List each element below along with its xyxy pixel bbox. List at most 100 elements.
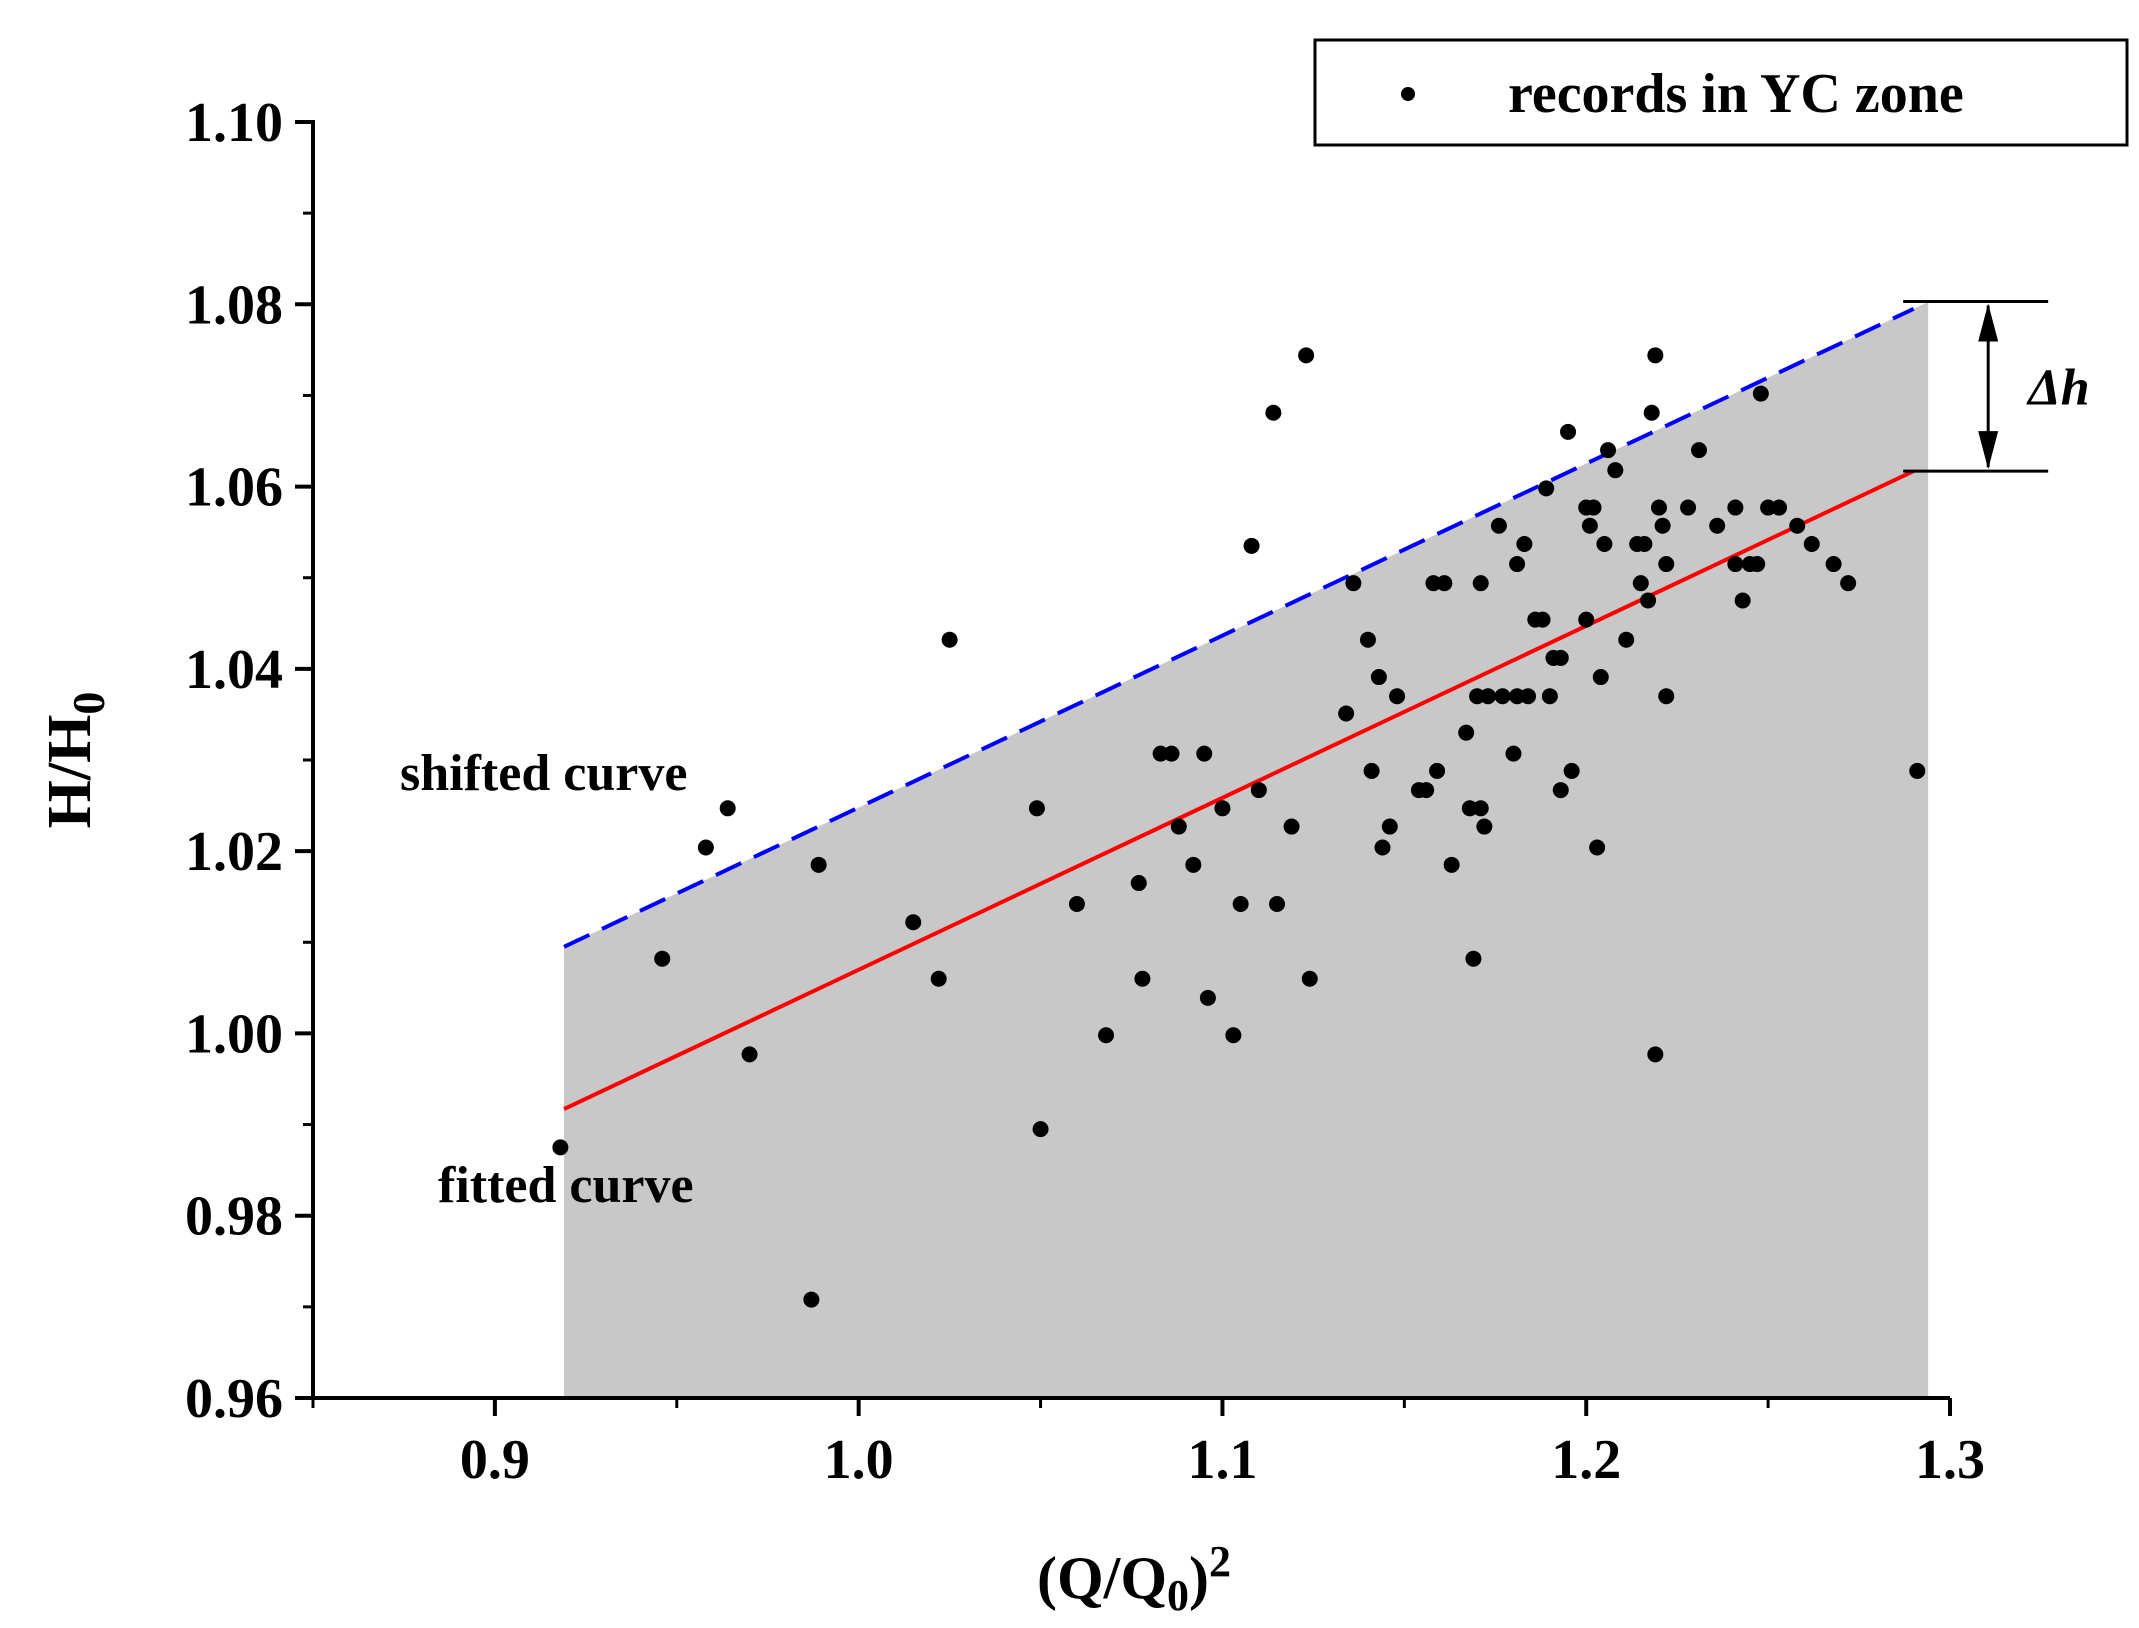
data-point	[552, 1139, 569, 1156]
data-point	[1658, 556, 1675, 573]
data-point	[803, 1291, 820, 1308]
y-tick-label: 0.98	[185, 1186, 283, 1248]
data-point	[1520, 688, 1537, 705]
data-point	[1727, 499, 1744, 516]
x-tick-label: 0.9	[460, 1429, 530, 1491]
x-ticks: 0.9 1.0 1.1 1.2 1.3	[311, 1398, 1985, 1491]
data-point	[1068, 896, 1085, 913]
shifted-curve-line	[563, 307, 1915, 949]
data-point	[1650, 499, 1667, 516]
x-axis-label-tail: )	[1189, 1545, 1209, 1611]
data-point	[1338, 705, 1355, 722]
data-point	[1541, 688, 1558, 705]
x-axis-label-base: (Q/Q	[1037, 1545, 1167, 1611]
data-point	[1552, 649, 1569, 666]
data-point	[1825, 556, 1842, 573]
data-point	[1749, 556, 1766, 573]
x-tick-label: 1.1	[1187, 1429, 1257, 1491]
data-point	[1389, 688, 1406, 705]
data-point	[1709, 517, 1726, 534]
data-point	[1589, 839, 1606, 856]
y-axis-label-sub: 0	[63, 692, 114, 715]
data-point	[1458, 724, 1475, 741]
delta-marker: Δh	[1903, 300, 2090, 473]
data-point	[654, 950, 671, 967]
delta-arrowhead-down	[1978, 431, 1999, 470]
data-point	[1618, 631, 1635, 648]
data-point	[1803, 535, 1820, 552]
data-point	[1909, 762, 1926, 779]
y-tick-label: 1.06	[185, 457, 283, 519]
data-point	[1578, 611, 1595, 628]
legend-marker	[1401, 87, 1415, 101]
data-point	[1301, 970, 1318, 987]
data-point	[1581, 517, 1598, 534]
data-point	[1465, 950, 1482, 967]
y-tick-label: 1.00	[185, 1003, 283, 1065]
data-point	[1654, 517, 1671, 534]
data-point	[941, 631, 958, 648]
data-point	[1592, 669, 1609, 686]
x-axis-label-sub: 0	[1167, 1571, 1189, 1620]
data-point	[1214, 800, 1231, 817]
data-point	[1600, 442, 1617, 459]
data-point	[741, 1046, 758, 1063]
data-point	[1552, 782, 1569, 799]
data-point	[1734, 592, 1751, 609]
data-point	[1436, 575, 1453, 592]
y-tick-label: 1.08	[185, 274, 283, 336]
y-ticks: 0.96 0.98 1.00 1.02 1.04 1.06 1.08 1.10	[185, 92, 313, 1430]
axes: 0.96 0.98 1.00 1.02 1.04 1.06 1.08 1.10 0.9 1.0 1…	[185, 92, 1985, 1491]
data-point	[930, 970, 947, 987]
data-point	[1789, 517, 1806, 534]
y-axis-label-base: H/H	[36, 715, 104, 829]
data-point	[810, 856, 827, 873]
shaded-region	[564, 301, 1929, 1399]
data-point	[1494, 688, 1511, 705]
fitted-curve-line	[563, 469, 1915, 1111]
x-tick-label: 1.3	[1915, 1429, 1985, 1491]
data-point	[1647, 1046, 1664, 1063]
data-point	[1359, 631, 1376, 648]
data-point	[1640, 592, 1657, 609]
data-point	[1636, 535, 1653, 552]
fitted-curve-label: fitted curve	[438, 1157, 694, 1214]
y-axis-label: H/H0	[36, 692, 114, 829]
legend: records in YC zone	[1313, 38, 2129, 147]
data-point	[1538, 480, 1555, 497]
data-point	[1472, 575, 1489, 592]
data-point	[1476, 818, 1493, 835]
data-point	[1028, 800, 1045, 817]
legend-label: records in YC zone	[1508, 63, 1964, 125]
data-point	[1345, 575, 1362, 592]
data-point	[1596, 535, 1613, 552]
data-point	[1265, 404, 1282, 421]
data-points	[552, 347, 1926, 1308]
data-point	[1232, 896, 1249, 913]
data-point	[1752, 385, 1769, 402]
data-point	[1170, 818, 1187, 835]
data-point	[719, 800, 736, 817]
data-point	[1509, 556, 1526, 573]
data-point	[1585, 499, 1602, 516]
data-point	[1771, 499, 1788, 516]
data-point	[1840, 575, 1857, 592]
data-point	[1727, 556, 1744, 573]
data-point	[1381, 818, 1398, 835]
data-point	[1647, 347, 1664, 364]
y-tick-label: 1.10	[185, 92, 283, 154]
data-point	[1098, 1027, 1115, 1044]
data-point	[1032, 1121, 1049, 1138]
data-point	[1632, 575, 1649, 592]
data-point	[1534, 611, 1551, 628]
data-point	[1480, 688, 1497, 705]
y-tick-label: 1.02	[185, 821, 283, 883]
x-tick-label: 1.0	[824, 1429, 894, 1491]
data-point	[1418, 782, 1435, 799]
data-point	[1134, 970, 1151, 987]
y-tick-label: 0.96	[185, 1368, 283, 1430]
plot-area	[552, 301, 1929, 1399]
data-point	[1516, 535, 1533, 552]
data-point	[1472, 800, 1489, 817]
